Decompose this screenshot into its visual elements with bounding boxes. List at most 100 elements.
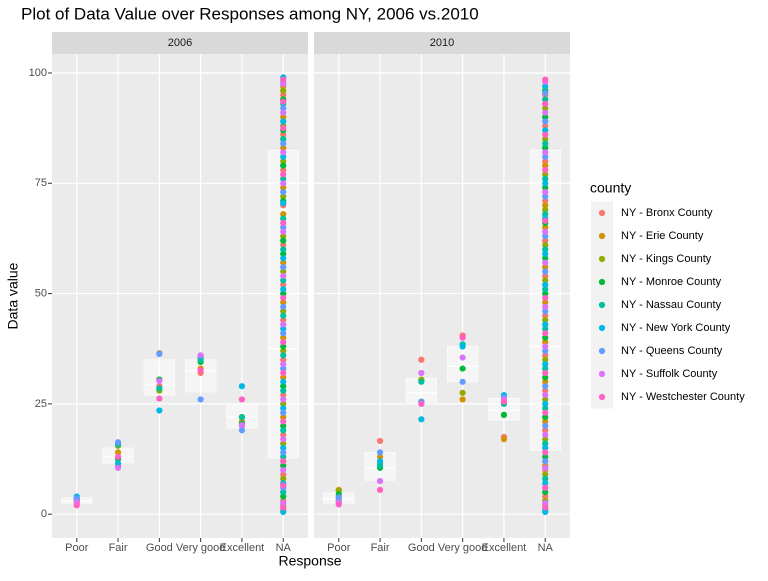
legend-label: NY - Suffolk County	[621, 368, 718, 380]
point	[280, 277, 287, 284]
x-tick-label: NA	[538, 542, 554, 554]
point	[542, 100, 549, 107]
point	[280, 449, 287, 456]
point	[542, 250, 549, 257]
point	[280, 224, 287, 231]
point	[542, 281, 549, 288]
point	[280, 219, 287, 227]
point	[280, 268, 287, 275]
point	[542, 391, 549, 399]
point	[280, 330, 287, 337]
point	[542, 193, 549, 200]
point	[542, 387, 549, 394]
point	[114, 453, 122, 460]
point	[335, 494, 342, 501]
x-tick-label: Good	[408, 542, 435, 554]
x-tick-label: NA	[276, 542, 292, 554]
point	[280, 281, 287, 288]
point	[542, 369, 549, 377]
point	[542, 352, 549, 359]
point	[280, 405, 287, 412]
x-tick-label: Poor	[65, 542, 89, 554]
point	[542, 83, 549, 90]
point	[280, 286, 287, 293]
point	[280, 246, 287, 253]
point	[280, 422, 287, 430]
point	[542, 131, 549, 138]
point	[459, 396, 466, 403]
point	[542, 118, 549, 125]
x-axis-title: Response	[278, 553, 341, 569]
point	[280, 136, 287, 143]
point	[280, 475, 287, 482]
point	[542, 405, 549, 412]
point	[114, 449, 122, 456]
point	[542, 414, 549, 421]
point	[542, 365, 549, 372]
point	[542, 206, 549, 213]
point	[280, 453, 287, 460]
point	[542, 184, 549, 191]
point	[542, 272, 549, 280]
point	[280, 241, 287, 249]
point	[542, 374, 549, 381]
point	[542, 343, 549, 350]
point	[280, 436, 287, 443]
point	[542, 312, 549, 319]
point	[280, 87, 287, 94]
strip-label: 2006	[168, 37, 192, 49]
point	[542, 400, 549, 407]
point	[280, 272, 287, 280]
legend-label: NY - Queens County	[621, 345, 723, 357]
point	[238, 414, 246, 421]
point	[542, 188, 549, 196]
point	[418, 369, 425, 377]
point	[280, 193, 287, 200]
strip	[314, 32, 570, 54]
point	[542, 268, 549, 275]
point	[280, 339, 287, 346]
point	[542, 440, 549, 447]
x-tick-label: Excellent	[482, 542, 527, 554]
point	[542, 500, 549, 507]
point	[542, 217, 549, 224]
point	[238, 421, 246, 429]
point	[280, 76, 287, 83]
point	[156, 350, 163, 358]
legend-marker	[598, 278, 606, 286]
point	[280, 458, 287, 465]
legend-marker	[598, 347, 606, 355]
legend-title: county	[590, 180, 631, 196]
point	[280, 158, 287, 165]
y-axis-title: Data value	[5, 262, 21, 329]
point	[542, 202, 549, 209]
legend-label: NY - Monroe County	[621, 276, 722, 288]
point	[280, 113, 287, 121]
point	[280, 171, 287, 178]
point	[542, 259, 549, 266]
point	[500, 436, 508, 443]
point	[542, 180, 549, 187]
panel-background	[52, 54, 308, 538]
point	[542, 158, 549, 165]
box	[447, 346, 479, 383]
point	[280, 180, 287, 187]
point	[542, 316, 549, 324]
point	[280, 466, 287, 474]
point	[280, 409, 287, 416]
point	[280, 440, 287, 447]
point	[542, 427, 549, 434]
point	[280, 211, 287, 218]
point	[280, 105, 287, 112]
point	[542, 504, 549, 511]
point	[197, 367, 204, 374]
point	[197, 396, 204, 403]
legend-marker	[598, 393, 606, 401]
point	[280, 299, 287, 306]
point	[156, 385, 163, 392]
point	[542, 489, 549, 496]
point	[280, 290, 287, 297]
point	[280, 125, 287, 132]
point	[156, 395, 163, 402]
point	[542, 308, 549, 315]
